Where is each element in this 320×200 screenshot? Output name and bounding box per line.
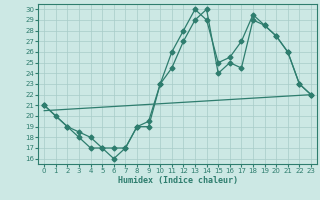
X-axis label: Humidex (Indice chaleur): Humidex (Indice chaleur) xyxy=(118,176,238,185)
